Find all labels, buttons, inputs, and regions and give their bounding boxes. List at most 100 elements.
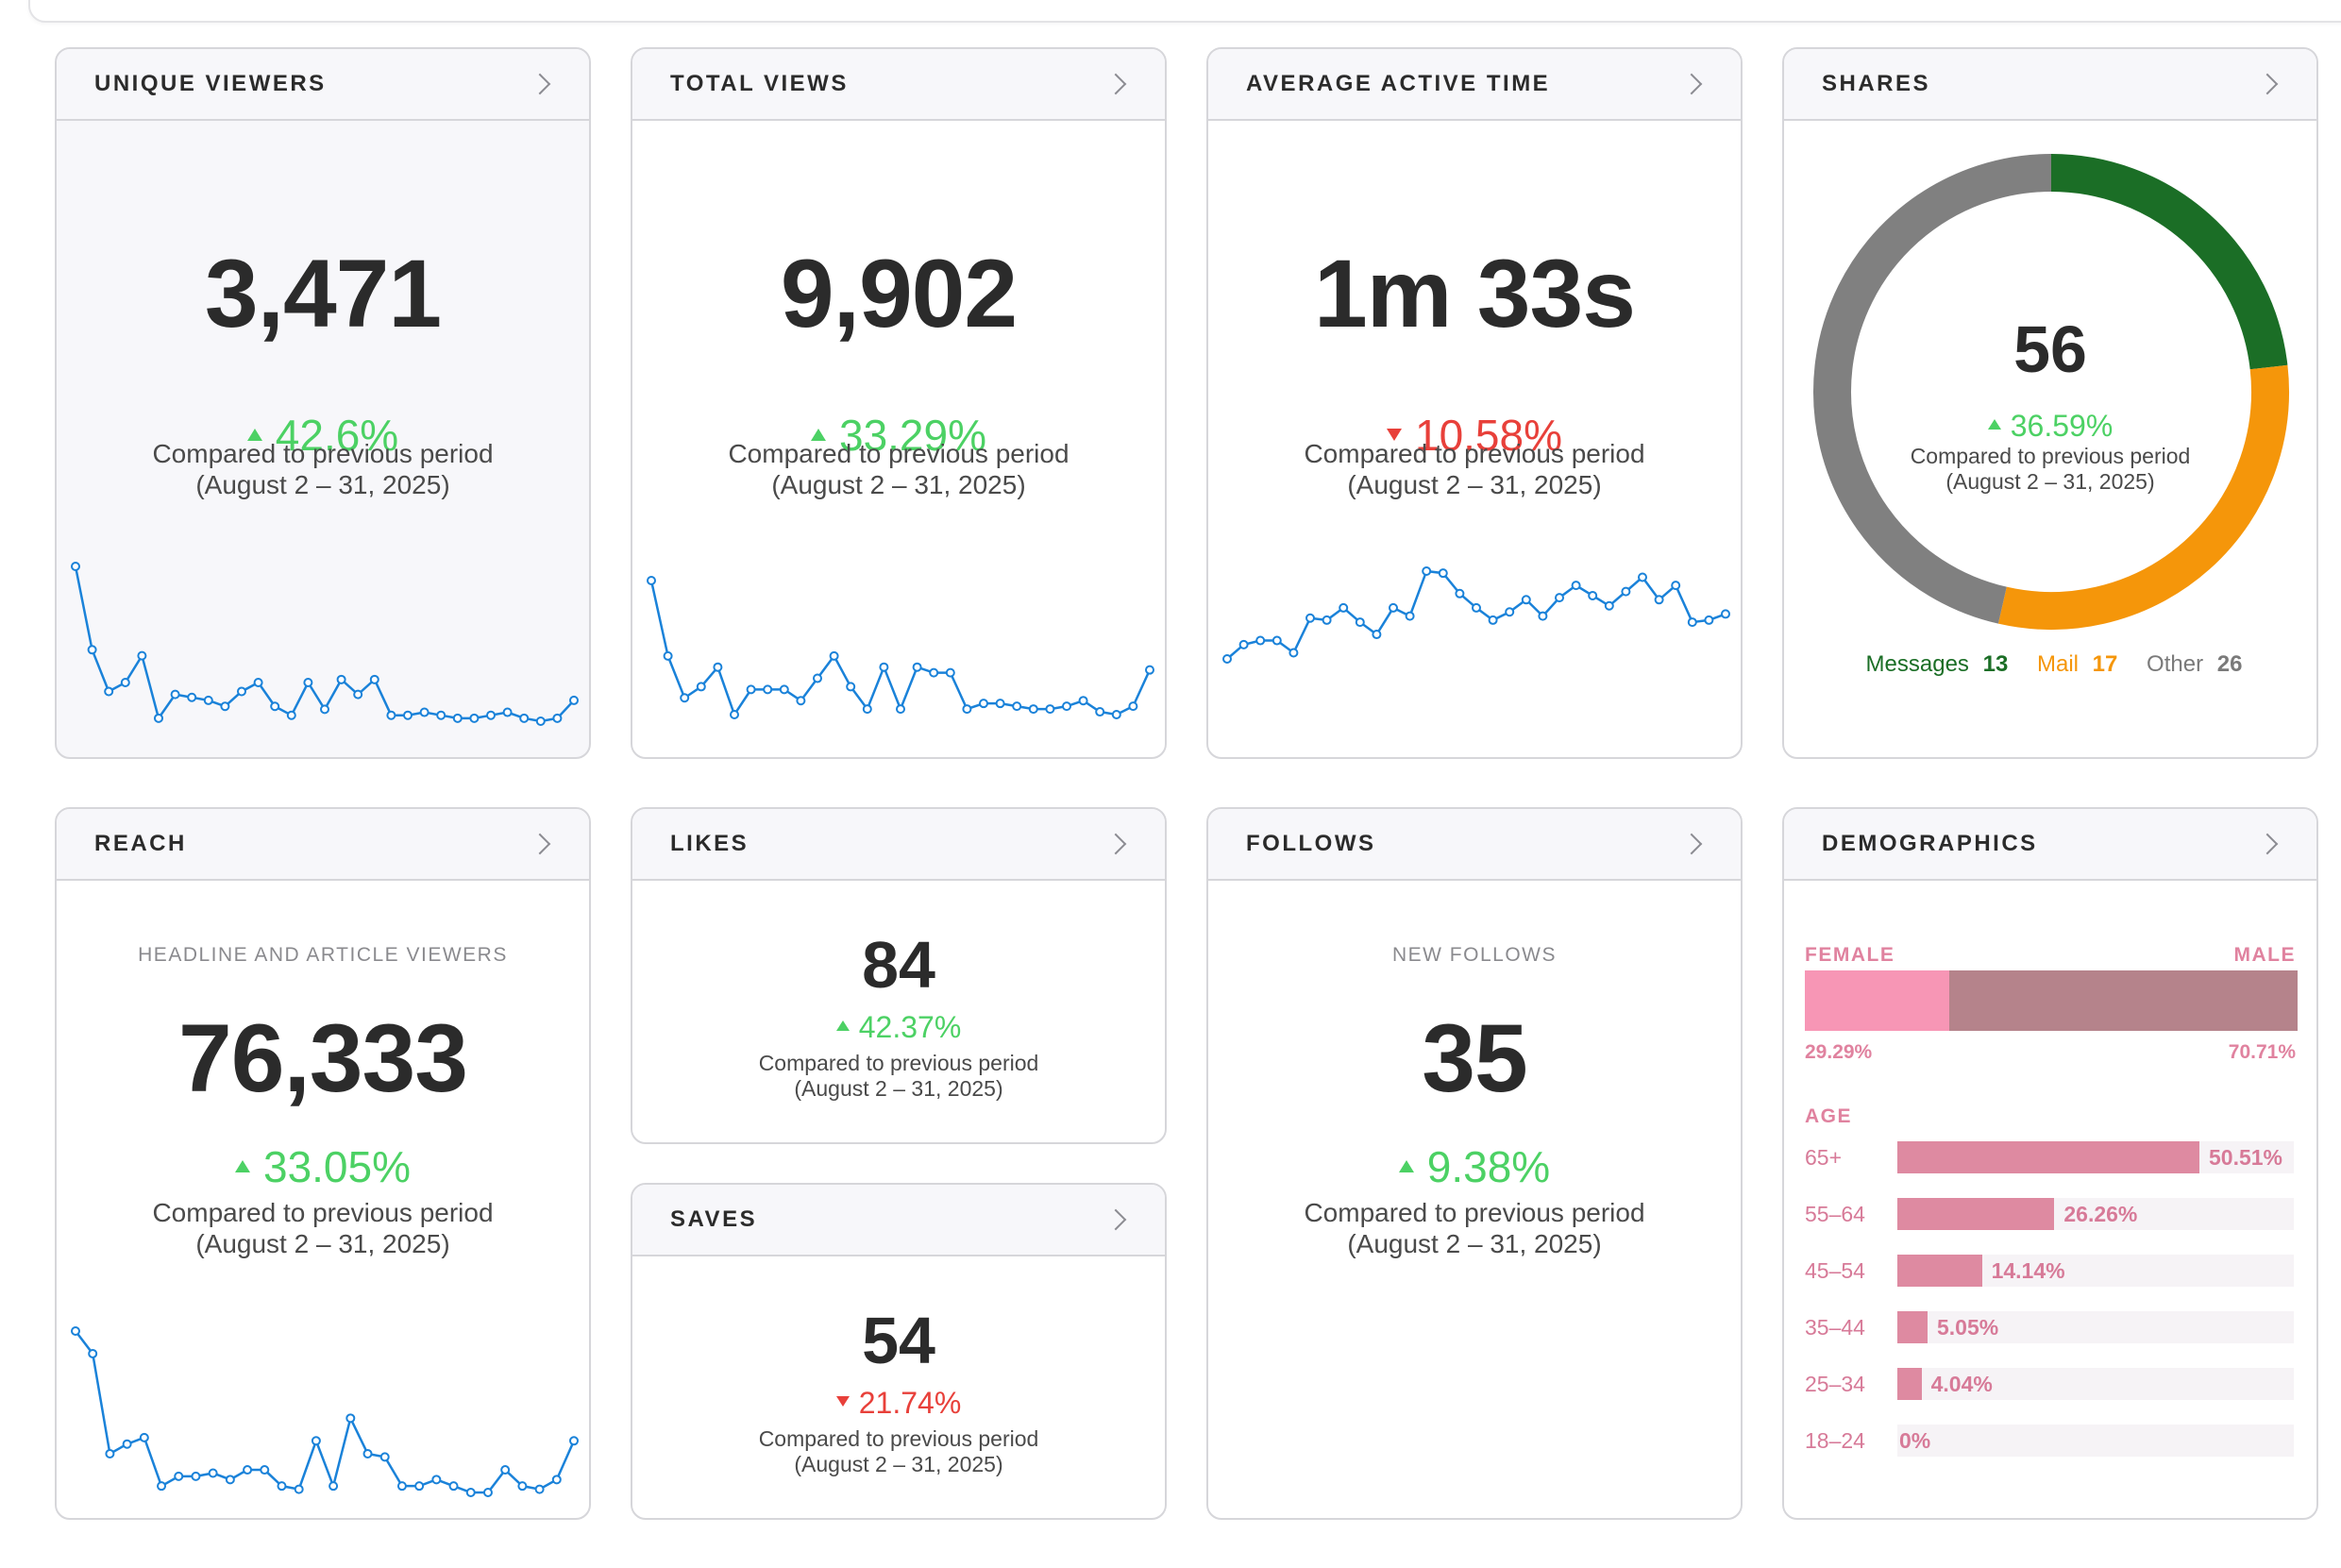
legend-messages: Messages 13 — [1859, 651, 2009, 677]
shares-header[interactable]: SHARES — [1784, 49, 2316, 121]
trend-point — [813, 673, 822, 683]
legend-other: Other 26 — [2139, 651, 2242, 677]
trend-point — [452, 713, 463, 723]
trend-point — [962, 704, 972, 715]
trend-point — [303, 678, 313, 687]
trend-point — [1389, 602, 1398, 613]
card-title: LIKES — [670, 831, 749, 856]
trend-point — [1654, 595, 1664, 605]
trend-point — [465, 1488, 476, 1497]
trend-point — [137, 650, 147, 661]
arrow-up-icon — [835, 1020, 850, 1032]
trend-point — [1339, 602, 1349, 613]
average-active-time-card[interactable]: AVERAGE ACTIVE TIME 1m 33s 10.58% Compar… — [1206, 47, 1743, 759]
male-percent: 70.71% — [2228, 1041, 2296, 1063]
arrow-up-icon — [1398, 1160, 1414, 1173]
age-percent: 14.14% — [1991, 1258, 2065, 1283]
trend-line — [1226, 569, 1726, 660]
compare-period: (August 2 – 31, 2025) — [771, 470, 1026, 499]
trend-point — [1721, 609, 1730, 619]
change-value: 10.58% — [1414, 411, 1562, 460]
arrow-up-icon — [246, 429, 262, 442]
arrow-up-icon — [234, 1160, 250, 1173]
trend-point — [1671, 581, 1681, 591]
unique-viewers-header[interactable]: UNIQUE VIEWERS — [57, 49, 589, 121]
trend-point — [191, 1471, 201, 1481]
compare-line: Compared to previous period — [1910, 444, 2191, 468]
trend-point — [979, 699, 988, 709]
likes-header[interactable]: LIKES — [632, 809, 1165, 881]
trend-point — [1638, 572, 1647, 582]
average-active-time-header[interactable]: AVERAGE ACTIVE TIME — [1208, 49, 1741, 121]
trend-point — [929, 667, 939, 678]
trend-point — [1305, 613, 1315, 623]
trend-point — [448, 1481, 459, 1492]
legend-count: 13 — [1982, 651, 2009, 677]
demographics-header[interactable]: DEMOGRAPHICS — [1784, 809, 2316, 881]
compare-line: Compared to previous period — [758, 1051, 1039, 1075]
saves-card[interactable]: SAVES 54 21.74% Compared to previous per… — [631, 1183, 1167, 1520]
likes-card[interactable]: LIKES 84 42.37% Compared to previous per… — [631, 807, 1167, 1144]
trend-point — [1145, 665, 1154, 675]
follows-header[interactable]: FOLLOWS — [1208, 809, 1741, 881]
trend-point — [713, 662, 723, 672]
age-row-18-24: 18–24 0% — [1805, 1425, 2296, 1457]
trend-point — [157, 1481, 167, 1492]
compare-period: (August 2 – 31, 2025) — [1347, 1229, 1602, 1258]
compare-line: Compared to previous period — [1304, 1198, 1645, 1227]
shares-card[interactable]: SHARES 56 36.59% Compared to previous pe… — [1782, 47, 2318, 759]
trend-point — [362, 1448, 373, 1458]
legend-mail: Mail 17 — [2029, 651, 2117, 677]
trend-point — [680, 693, 690, 703]
trend-point — [311, 1436, 321, 1446]
age-range: 65+ — [1805, 1145, 1843, 1170]
card-title: SAVES — [670, 1206, 758, 1232]
age-percent: 5.05% — [1936, 1315, 1999, 1340]
trend-point — [763, 684, 773, 695]
reach-card[interactable]: REACH HEADLINE AND ARTICLE VIEWERS 76,33… — [55, 807, 591, 1520]
trend-point — [294, 1484, 304, 1494]
reach-header[interactable]: REACH — [57, 809, 589, 881]
trend-point — [569, 695, 579, 705]
card-title: REACH — [94, 831, 187, 856]
trend-point — [419, 707, 429, 717]
arrow-up-icon — [810, 429, 826, 442]
trend-point — [1588, 590, 1598, 600]
unique-viewers-card[interactable]: UNIQUE VIEWERS 3,471 42.6% Compared to p… — [55, 47, 591, 759]
chevron-right-icon[interactable] — [1104, 833, 1127, 855]
compare-line: Compared to previous period — [152, 1198, 494, 1227]
trend-point — [203, 695, 213, 705]
age-track — [1897, 1141, 2294, 1173]
reach-value: 76,333 — [178, 1004, 468, 1112]
chevron-right-icon[interactable] — [2256, 833, 2279, 855]
trend-point — [170, 689, 180, 700]
change-value: 33.05% — [262, 1142, 411, 1191]
male-label: MALE — [2233, 944, 2296, 966]
total-views-card[interactable]: TOTAL VIEWS 9,902 33.29% Compared to pre… — [631, 47, 1167, 759]
trend-point — [846, 682, 856, 692]
total-views-header[interactable]: TOTAL VIEWS — [632, 49, 1165, 121]
demographics-card[interactable]: DEMOGRAPHICS FEMALE MALE 29.29% 70.71% A… — [1782, 807, 2318, 1520]
trend-point — [345, 1413, 356, 1424]
trend-line — [649, 580, 1152, 717]
trend-point — [1505, 607, 1515, 617]
compare-text: Compared to previous period (August 2 – … — [57, 1197, 589, 1259]
trend-point — [120, 678, 130, 687]
trend-point — [208, 1468, 218, 1478]
age-track — [1897, 1198, 2294, 1230]
age-range: 45–54 — [1805, 1258, 1865, 1283]
chevron-right-icon[interactable] — [1104, 1208, 1127, 1231]
average-active-time-value: 1m 33s — [1314, 240, 1636, 347]
trend-point — [154, 713, 163, 723]
age-percent: 50.51% — [2209, 1145, 2283, 1170]
chevron-right-icon[interactable] — [1680, 833, 1703, 855]
age-bar — [1897, 1368, 1922, 1400]
saves-header[interactable]: SAVES — [632, 1185, 1165, 1256]
compare-period: (August 2 – 31, 2025) — [794, 1452, 1003, 1476]
compare-period: (August 2 – 31, 2025) — [794, 1076, 1003, 1101]
card-title: AVERAGE ACTIVE TIME — [1246, 71, 1551, 96]
trend-point — [502, 707, 513, 717]
trend-point — [1555, 593, 1564, 603]
male-segment — [1948, 970, 2298, 1031]
follows-card[interactable]: FOLLOWS NEW FOLLOWS 35 9.38% Compared to… — [1206, 807, 1743, 1520]
